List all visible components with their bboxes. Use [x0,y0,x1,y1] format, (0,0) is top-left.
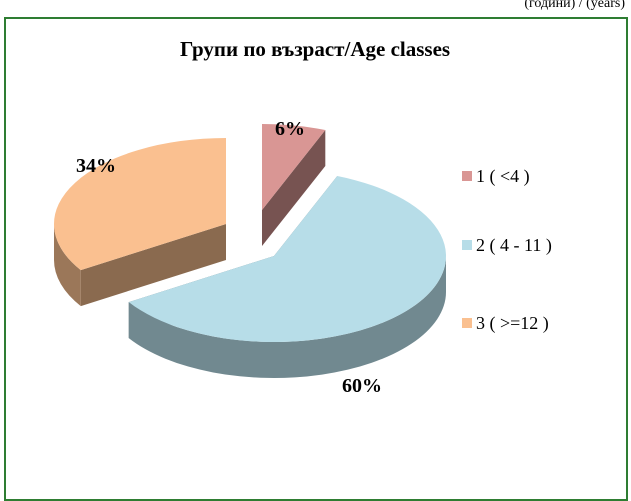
slice-side [262,130,326,246]
legend-label: 2 ( 4 - 11 ) [476,235,552,256]
data-label: 6% [275,118,305,140]
legend-swatch [462,318,472,328]
chart-title: Групи по възраст/Age classes [180,37,450,61]
slice-side [128,256,446,379]
data-label: 34% [76,155,116,177]
legend-swatch [462,171,472,181]
legend-label: 1 ( <4 ) [476,166,530,187]
legend-swatch [462,240,472,250]
slice-side [80,224,226,307]
annotation: (години) / (years) [524,0,625,11]
slice [53,138,226,271]
slice [128,176,446,342]
legend-label: 3 ( >=12 ) [476,313,549,334]
slice [262,124,326,210]
data-label: 60% [342,375,382,397]
slice-side [54,224,81,307]
